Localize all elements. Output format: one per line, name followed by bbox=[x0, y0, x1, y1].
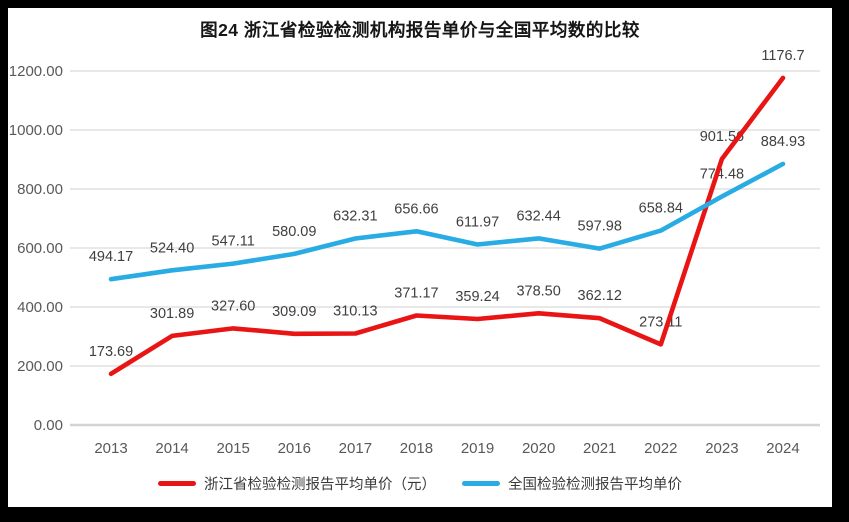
series-line-zhejiang bbox=[108, 75, 786, 377]
data-label: 359.24 bbox=[455, 289, 499, 305]
data-label: 580.09 bbox=[272, 224, 316, 240]
data-label: 632.31 bbox=[333, 208, 377, 224]
data-label: 884.93 bbox=[761, 134, 805, 150]
y-tick-label: 1000.00 bbox=[9, 122, 63, 139]
x-tick-label: 2020 bbox=[522, 440, 555, 457]
x-tick-label: 2023 bbox=[705, 440, 738, 457]
data-label: 371.17 bbox=[394, 286, 438, 302]
x-tick-label: 2015 bbox=[216, 440, 249, 457]
chart-legend: 浙江省检验检测报告平均单价（元） 全国检验检测报告平均单价 bbox=[8, 471, 832, 495]
series-line-national bbox=[108, 161, 786, 282]
x-tick-label: 2014 bbox=[155, 440, 188, 457]
x-tick-label: 2021 bbox=[583, 440, 616, 457]
data-label: 611.97 bbox=[456, 214, 499, 230]
x-tick-label: 2017 bbox=[339, 440, 372, 457]
chart-title: 图24 浙江省检验检测机构报告单价与全国平均数的比较 bbox=[200, 20, 640, 40]
y-tick-label: 400.00 bbox=[17, 299, 63, 316]
data-label: 301.89 bbox=[150, 306, 194, 322]
data-label: 1176.7 bbox=[761, 48, 804, 64]
y-tick-label: 0.00 bbox=[34, 417, 63, 434]
data-label: 632.44 bbox=[516, 208, 560, 224]
legend-item-zhejiang: 浙江省检验检测报告平均单价（元） bbox=[158, 473, 436, 494]
line-chart: 0.00 200.00 400.00 600.00 800.00 1000.00 1200.… bbox=[9, 48, 820, 457]
y-tick-label: 800.00 bbox=[17, 181, 63, 198]
data-label: 547.11 bbox=[212, 234, 255, 250]
data-label: 173.69 bbox=[89, 344, 133, 360]
data-label: 310.13 bbox=[333, 304, 377, 320]
x-tick-label: 2016 bbox=[278, 440, 311, 457]
data-label: 656.66 bbox=[394, 201, 438, 217]
data-label: 494.17 bbox=[89, 249, 133, 265]
x-tick-label: 2013 bbox=[94, 440, 127, 457]
legend-label-zhejiang: 浙江省检验检测报告平均单价（元） bbox=[204, 476, 436, 493]
legend-item-national: 全国检验检测报告平均单价 bbox=[462, 473, 682, 494]
y-tick-label: 1200.00 bbox=[9, 63, 63, 80]
legend-swatch-blue bbox=[462, 480, 500, 486]
x-tick-label: 2024 bbox=[766, 440, 799, 457]
data-label: 309.09 bbox=[272, 304, 316, 320]
y-tick-label: 600.00 bbox=[17, 240, 63, 257]
data-label: 327.60 bbox=[211, 298, 255, 314]
data-label: 273.11 bbox=[639, 314, 682, 330]
x-tick-label: 2019 bbox=[461, 440, 494, 457]
data-label: 658.84 bbox=[639, 201, 683, 217]
legend-label-national: 全国检验检测报告平均单价 bbox=[508, 476, 682, 493]
data-label: 597.98 bbox=[578, 219, 622, 235]
chart-panel: 0.00 200.00 400.00 600.00 800.00 1000.00 1200.… bbox=[8, 8, 832, 507]
data-label: 524.40 bbox=[150, 240, 194, 256]
y-tick-label: 200.00 bbox=[17, 358, 63, 375]
data-label: 774.48 bbox=[700, 167, 744, 183]
data-label: 362.12 bbox=[578, 288, 622, 304]
x-tick-label: 2018 bbox=[400, 440, 433, 457]
data-label: 378.50 bbox=[516, 283, 560, 299]
x-tick-label: 2022 bbox=[644, 440, 677, 457]
legend-swatch-red bbox=[158, 480, 196, 486]
